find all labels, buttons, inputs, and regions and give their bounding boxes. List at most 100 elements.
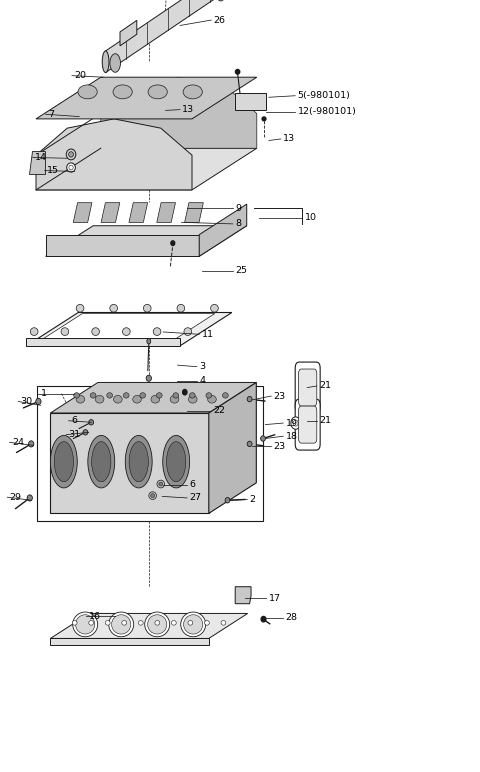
Ellipse shape: [189, 395, 197, 403]
Ellipse shape: [188, 621, 193, 625]
Ellipse shape: [92, 442, 111, 482]
Text: 25: 25: [235, 266, 247, 276]
Text: 26: 26: [214, 15, 226, 25]
Polygon shape: [50, 413, 209, 513]
Ellipse shape: [208, 395, 216, 403]
Ellipse shape: [155, 621, 160, 625]
Ellipse shape: [110, 54, 120, 73]
Text: 24: 24: [12, 438, 24, 447]
Ellipse shape: [61, 328, 69, 336]
Ellipse shape: [74, 393, 80, 398]
Text: 30: 30: [21, 397, 33, 406]
Ellipse shape: [88, 435, 115, 488]
Ellipse shape: [173, 393, 179, 398]
Polygon shape: [37, 313, 215, 343]
Ellipse shape: [113, 85, 132, 99]
Ellipse shape: [96, 395, 104, 403]
Text: 14: 14: [35, 153, 47, 162]
Ellipse shape: [54, 442, 73, 482]
Ellipse shape: [69, 151, 73, 157]
Polygon shape: [29, 151, 45, 174]
Ellipse shape: [151, 395, 160, 403]
Text: 19: 19: [286, 418, 298, 428]
Text: 23: 23: [274, 391, 286, 401]
Ellipse shape: [180, 612, 205, 637]
Ellipse shape: [148, 615, 167, 634]
Polygon shape: [101, 77, 257, 148]
Ellipse shape: [184, 328, 192, 336]
Text: 18: 18: [286, 432, 298, 441]
Text: 5(-980101): 5(-980101): [298, 91, 350, 100]
Text: 6: 6: [190, 480, 196, 489]
Ellipse shape: [221, 621, 226, 625]
Text: 27: 27: [190, 493, 202, 503]
Text: 15: 15: [47, 166, 59, 175]
Text: 1: 1: [41, 389, 47, 398]
Text: 21: 21: [319, 416, 331, 425]
Ellipse shape: [163, 435, 190, 488]
FancyBboxPatch shape: [295, 399, 320, 450]
Text: 4: 4: [199, 376, 205, 385]
Ellipse shape: [206, 393, 212, 398]
Polygon shape: [120, 20, 137, 46]
Ellipse shape: [108, 612, 133, 637]
Ellipse shape: [89, 621, 94, 625]
Polygon shape: [209, 382, 256, 513]
Polygon shape: [50, 638, 209, 645]
Polygon shape: [199, 204, 247, 256]
Text: 3: 3: [199, 362, 205, 371]
Ellipse shape: [262, 117, 266, 120]
Ellipse shape: [144, 304, 151, 312]
Ellipse shape: [72, 621, 77, 625]
Ellipse shape: [107, 393, 112, 398]
Ellipse shape: [247, 397, 252, 401]
Ellipse shape: [211, 304, 218, 312]
Ellipse shape: [167, 442, 186, 482]
Text: 20: 20: [74, 71, 86, 80]
Text: 28: 28: [286, 613, 298, 622]
Text: 12(-980101): 12(-980101): [298, 107, 357, 117]
Ellipse shape: [102, 51, 109, 73]
Ellipse shape: [177, 304, 185, 312]
Ellipse shape: [247, 442, 252, 447]
Polygon shape: [46, 235, 199, 256]
Ellipse shape: [159, 482, 163, 486]
Text: 8: 8: [235, 219, 241, 229]
Text: 6: 6: [71, 416, 77, 425]
Ellipse shape: [27, 495, 32, 501]
Ellipse shape: [76, 304, 84, 312]
Ellipse shape: [110, 304, 118, 312]
Ellipse shape: [66, 149, 76, 160]
Ellipse shape: [76, 395, 85, 403]
Polygon shape: [101, 203, 120, 222]
Ellipse shape: [36, 398, 41, 405]
Ellipse shape: [125, 435, 152, 488]
Ellipse shape: [147, 338, 151, 344]
Ellipse shape: [183, 85, 202, 99]
Polygon shape: [36, 119, 192, 190]
Polygon shape: [73, 203, 92, 222]
Polygon shape: [26, 338, 180, 346]
Ellipse shape: [183, 615, 203, 634]
Text: 17: 17: [269, 594, 281, 603]
Ellipse shape: [123, 393, 129, 398]
Polygon shape: [157, 203, 176, 222]
Ellipse shape: [50, 435, 77, 488]
Ellipse shape: [156, 91, 159, 94]
Ellipse shape: [148, 85, 167, 99]
Polygon shape: [106, 0, 230, 73]
FancyBboxPatch shape: [295, 362, 320, 413]
Text: 2: 2: [250, 495, 256, 504]
Ellipse shape: [83, 429, 88, 435]
Ellipse shape: [138, 621, 143, 625]
Ellipse shape: [182, 389, 187, 394]
Ellipse shape: [149, 492, 156, 499]
Ellipse shape: [171, 241, 175, 245]
Ellipse shape: [293, 420, 298, 426]
Ellipse shape: [146, 375, 152, 381]
Ellipse shape: [73, 612, 98, 637]
Ellipse shape: [140, 393, 145, 398]
Ellipse shape: [89, 419, 94, 425]
Text: 22: 22: [214, 406, 226, 415]
Ellipse shape: [67, 163, 75, 172]
